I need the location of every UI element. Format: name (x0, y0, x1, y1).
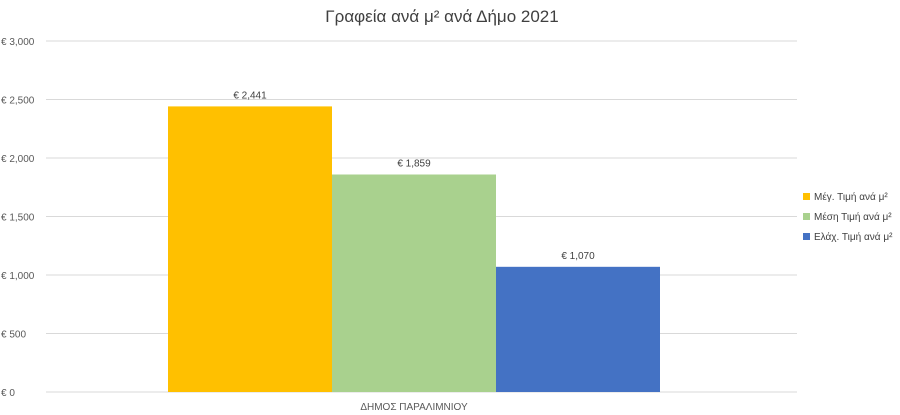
data-label: € 1,859 (397, 158, 431, 169)
x-axis-categories: ΔΗΜΟΣ ΠΑΡΑΛΙΜΝΙΟΥ (360, 402, 468, 413)
y-tick-label: € 3,000 (1, 37, 35, 48)
data-label: € 1,070 (561, 251, 595, 262)
chart-title: Γραφεία ανά μ² ανά Δήμο 2021 (325, 7, 558, 26)
legend-label: Μέγ. Τιμή ανά μ² (814, 191, 888, 203)
x-category-label: ΔΗΜΟΣ ΠΑΡΑΛΙΜΝΙΟΥ (360, 402, 468, 413)
bar (332, 174, 496, 392)
legend-label: Μέση Τιμή ανά μ² (814, 211, 892, 223)
y-axis-ticks: € 0 € 500 € 1,000 € 1,500 € 2,000 € 2,500 € 3,… (1, 37, 35, 399)
y-tick-label: € 2,000 (1, 154, 35, 165)
bars (168, 106, 660, 392)
y-tick-label: € 2,500 (1, 96, 35, 107)
bar (496, 266, 660, 392)
data-labels: € 2,441 € 1,859 € 1,070 (233, 90, 595, 261)
legend-swatch (803, 233, 810, 240)
bar (168, 106, 332, 392)
y-tick-label: € 1,500 (1, 213, 35, 224)
legend: Μέγ. Τιμή ανά μ² Μέση Τιμή ανά μ² Ελάχ. Τι… (803, 191, 893, 243)
y-tick-label: € 1,000 (1, 271, 35, 282)
legend-swatch (803, 193, 810, 200)
legend-label: Ελάχ. Τιμή ανά μ² (814, 231, 893, 243)
legend-swatch (803, 213, 810, 220)
y-tick-label: € 500 (1, 330, 26, 341)
data-label: € 2,441 (233, 90, 267, 101)
y-tick-label: € 0 (1, 388, 15, 399)
